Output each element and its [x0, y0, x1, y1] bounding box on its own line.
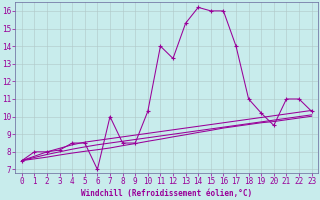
X-axis label: Windchill (Refroidissement éolien,°C): Windchill (Refroidissement éolien,°C) — [81, 189, 252, 198]
